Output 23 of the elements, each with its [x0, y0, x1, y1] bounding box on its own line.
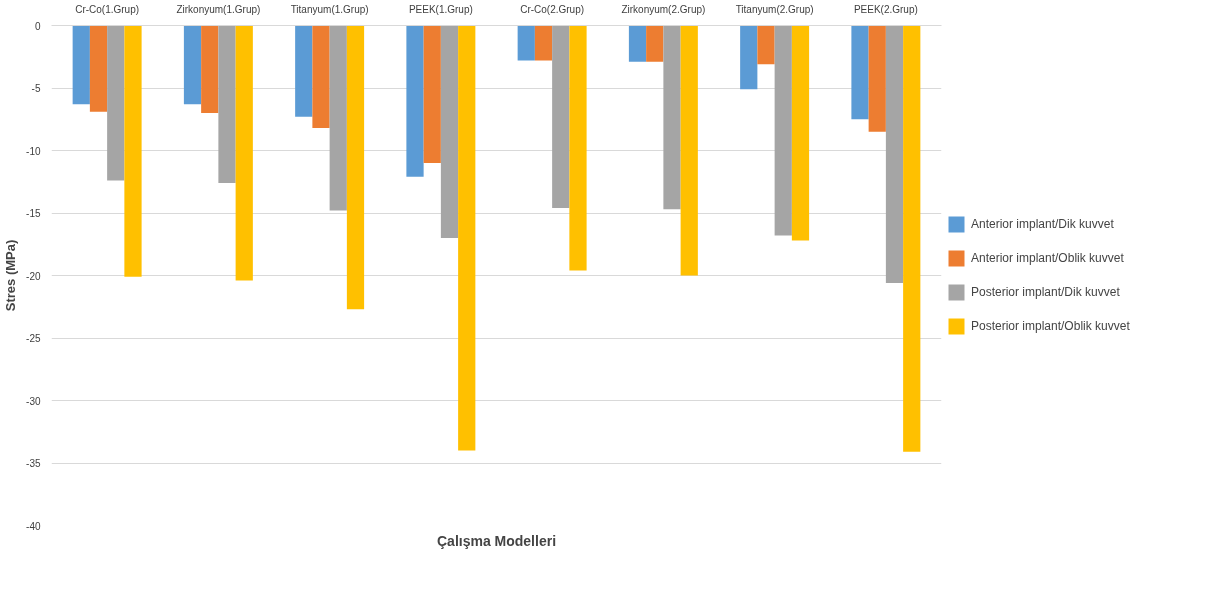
- x-tick-label: Cr-Co(2.Grup): [520, 3, 585, 15]
- y-tick-label: -20: [26, 270, 41, 282]
- y-axis-title: Stres (MPa): [3, 239, 19, 312]
- legend-label: Posterior implant/Oblik kuvvet: [971, 319, 1130, 333]
- y-tick-label: -30: [26, 395, 41, 407]
- x-tick-label: Cr-Co(1.Grup): [75, 3, 140, 15]
- x-tick-label: Titanyum(1.Grup): [290, 3, 369, 15]
- x-tick-label: Zirkonyum(1.Grup): [176, 3, 261, 15]
- legend-label: Anterior implant/Oblik kuvvet: [971, 251, 1124, 265]
- legend-label: Anterior implant/Dik kuvvet: [971, 217, 1114, 231]
- y-tick-label: -35: [26, 458, 41, 469]
- x-tick-label: PEEK(1.Grup): [408, 3, 473, 15]
- y-tick-label: 0: [34, 20, 41, 32]
- x-tick-label: Zirkonyum(2.Grup): [621, 3, 706, 15]
- x-axis-title: Çalışma Modelleri: [436, 532, 557, 549]
- y-tick-label: -5: [31, 83, 41, 94]
- y-tick-label: -25: [26, 333, 41, 344]
- x-tick-label: Titanyum(2.Grup): [735, 3, 814, 15]
- x-tick-label: PEEK(2.Grup): [853, 3, 918, 15]
- y-tick-label: -10: [26, 145, 41, 157]
- y-tick-label: -15: [26, 208, 41, 219]
- legend-label: Posterior implant/Dik kuvvet: [971, 285, 1120, 299]
- y-tick-label: -40: [26, 520, 41, 532]
